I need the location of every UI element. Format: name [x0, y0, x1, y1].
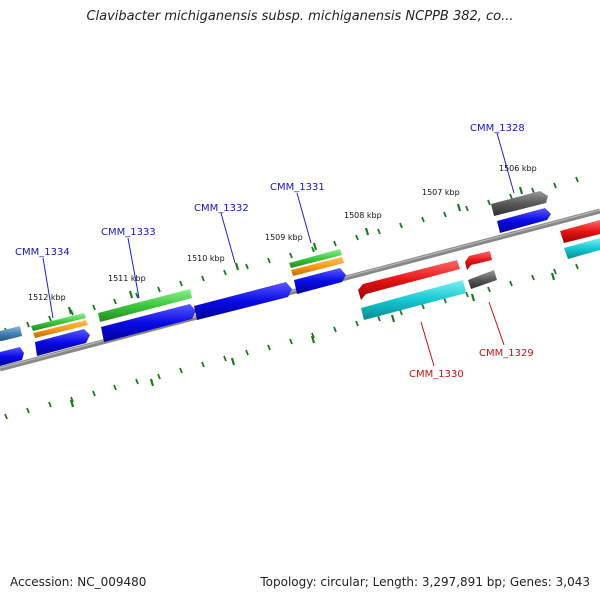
gene-feature[interactable]	[291, 257, 344, 276]
gene-leader-lines	[42, 132, 515, 319]
lower-tick-row	[4, 263, 579, 420]
topology-summary: Topology: circular; Length: 3,297,891 bp…	[260, 575, 590, 589]
gene-feature[interactable]	[31, 313, 86, 331]
forward-strand-genes	[0, 191, 600, 366]
gene-feature[interactable]	[497, 208, 551, 233]
gene-feature[interactable]	[194, 282, 292, 320]
accession-label: Accession: NC_009480	[10, 575, 147, 589]
gene-label-cmm-1333[interactable]: CMM_1333	[101, 227, 156, 238]
gene-label-cmm-1329[interactable]: CMM_1329	[479, 348, 534, 359]
gene-feature[interactable]	[491, 191, 548, 216]
gene-feature[interactable]	[0, 326, 22, 341]
gene-feature[interactable]	[468, 270, 497, 289]
gene-feature[interactable]	[101, 304, 196, 342]
kbp-label-1507: 1507 kbp	[422, 188, 460, 197]
gene-feature[interactable]	[0, 347, 24, 366]
map-title: Clavibacter michiganensis subsp. michiga…	[86, 9, 514, 24]
reverse-strand-genes	[358, 251, 497, 320]
gene-feature[interactable]	[294, 268, 346, 294]
gene-labels: CMM_1328 CMM_1331 CMM_1332 CMM_1333 CMM_…	[15, 123, 534, 380]
gene-feature[interactable]	[560, 220, 600, 243]
gene-label-cmm-1334[interactable]: CMM_1334	[15, 247, 70, 258]
gene-feature[interactable]	[35, 329, 90, 356]
kbp-scale-labels: 1506 kbp 1507 kbp 1508 kbp 1509 kbp 1510…	[28, 164, 537, 302]
gene-label-cmm-1331[interactable]: CMM_1331	[270, 182, 325, 193]
kbp-label-1510: 1510 kbp	[187, 254, 225, 263]
kbp-label-1512: 1512 kbp	[28, 293, 66, 302]
gene-leader-lines-reverse	[420, 301, 505, 367]
gene-feature[interactable]	[564, 238, 600, 259]
gene-label-cmm-1328[interactable]: CMM_1328	[470, 123, 525, 134]
gene-feature[interactable]	[289, 249, 342, 268]
gene-label-cmm-1330[interactable]: CMM_1330	[409, 369, 464, 380]
gene-feature[interactable]	[361, 280, 466, 320]
upper-tick-row	[4, 176, 579, 334]
kbp-label-1506: 1506 kbp	[499, 164, 537, 173]
gene-feature[interactable]	[98, 289, 192, 322]
kbp-label-1509: 1509 kbp	[265, 233, 303, 242]
kbp-label-1511: 1511 kbp	[108, 274, 146, 283]
gene-feature[interactable]	[358, 260, 460, 300]
gene-feature[interactable]	[465, 251, 492, 270]
gene-label-cmm-1332[interactable]: CMM_1332	[194, 203, 249, 214]
kbp-label-1508: 1508 kbp	[344, 211, 382, 220]
gene-feature[interactable]	[33, 320, 88, 338]
